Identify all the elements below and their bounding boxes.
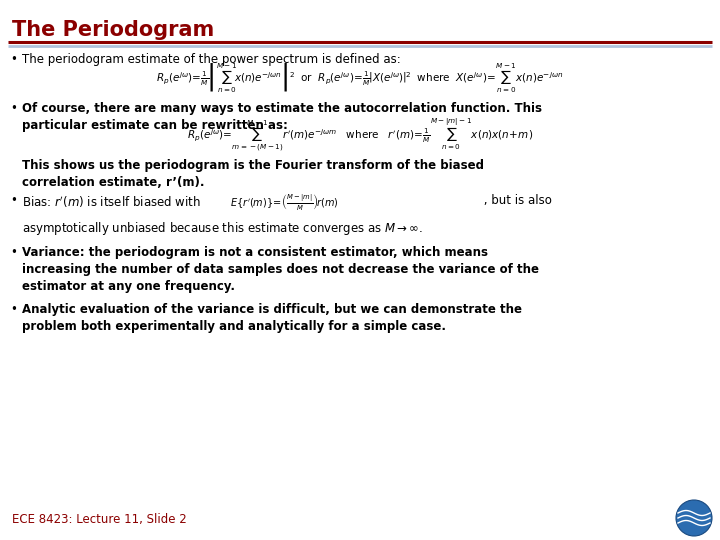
Text: The Periodogram: The Periodogram: [12, 20, 215, 40]
Text: This shows us the periodogram is the Fourier transform of the biased
correlation: This shows us the periodogram is the Fou…: [22, 159, 484, 189]
Text: asymptotically unbiased because this estimate converges as $M \to \infty$.: asymptotically unbiased because this est…: [22, 220, 423, 237]
Text: $R_p(e^{j\omega})\!=\! \sum_{m=-(M-1)}^{M-1} r'(m)e^{-j\omega m}$   where   $r'(: $R_p(e^{j\omega})\!=\! \sum_{m=-(M-1)}^{…: [187, 117, 533, 153]
Text: Bias: $r'(m)$ is itself biased with: Bias: $r'(m)$ is itself biased with: [22, 194, 202, 210]
Text: ECE 8423: Lecture 11, Slide 2: ECE 8423: Lecture 11, Slide 2: [12, 513, 186, 526]
Text: •: •: [10, 246, 17, 259]
Circle shape: [676, 500, 712, 536]
Text: Of course, there are many ways to estimate the autocorrelation function. This
pa: Of course, there are many ways to estima…: [22, 102, 542, 132]
Text: •: •: [10, 53, 17, 66]
Text: $R_p(e^{j\omega})\!=\!\frac{1}{M}\!\left|\sum_{n=0}^{M-1}\!x(n)e^{-j\omega n}\ri: $R_p(e^{j\omega})\!=\!\frac{1}{M}\!\left…: [156, 62, 564, 94]
Text: Variance: the periodogram is not a consistent estimator, which means
increasing : Variance: the periodogram is not a consi…: [22, 246, 539, 293]
Text: •: •: [10, 303, 17, 316]
Text: •: •: [10, 194, 17, 207]
Text: The periodogram estimate of the power spectrum is defined as:: The periodogram estimate of the power sp…: [22, 53, 401, 66]
Text: $E\{r'(m)\}\!=\!\left(\frac{M-|m|}{M}\right)\!r(m)$: $E\{r'(m)\}\!=\!\left(\frac{M-|m|}{M}\ri…: [230, 193, 338, 213]
Text: •: •: [10, 102, 17, 115]
Text: , but is also: , but is also: [480, 194, 552, 207]
Text: Analytic evaluation of the variance is difficult, but we can demonstrate the
pro: Analytic evaluation of the variance is d…: [22, 303, 522, 333]
